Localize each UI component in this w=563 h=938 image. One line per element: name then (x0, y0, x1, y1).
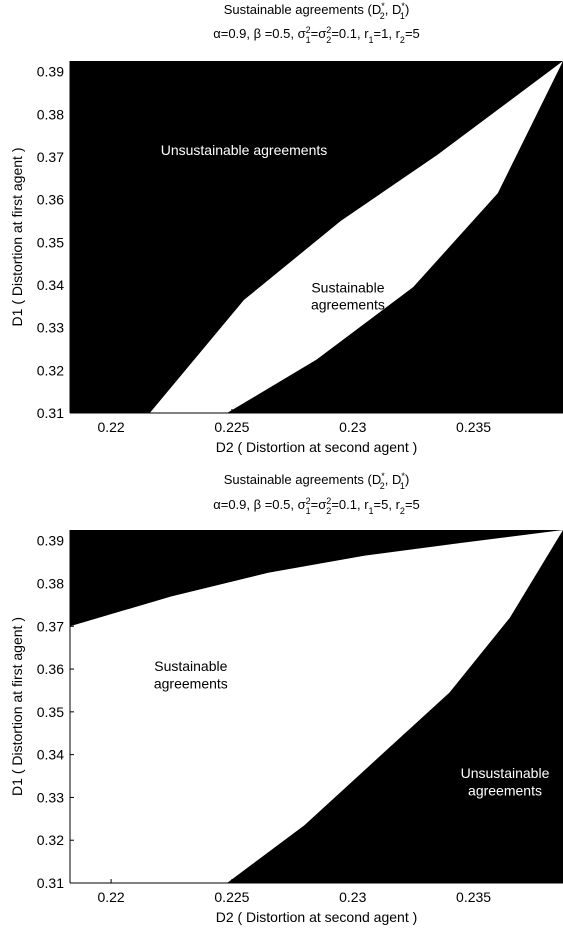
x-tick-label: 0.225 (214, 889, 249, 905)
title-part: ) (405, 472, 409, 487)
title-part: 1 (400, 481, 405, 491)
x-tick-label: 0.225 (214, 419, 249, 435)
region-annotation: agreements (311, 297, 385, 313)
subtitle-part: =5 (405, 497, 420, 512)
subtitle-part: 2 (326, 25, 331, 35)
subtitle-part: =5 (405, 26, 420, 41)
unsustainable-region (70, 61, 563, 413)
subtitle-part: α=0.9, β =0.5, σ (213, 497, 305, 512)
subtitle-part: =σ (311, 26, 327, 41)
subtitle-part: 2 (306, 496, 311, 506)
x-tick-label: 0.23 (339, 419, 366, 435)
chart-panel-1: Sustainable agreements (D* 2, D* 1)α=0.9, … (9, 1, 563, 455)
y-tick-label: 0.31 (37, 405, 64, 421)
title-part: Sustainable agreements (D (224, 472, 382, 487)
region-annotation: agreements (154, 675, 228, 691)
sustainable-region (70, 530, 563, 883)
y-tick-label: 0.33 (37, 320, 64, 336)
title-part: Sustainable agreements (D (224, 2, 382, 17)
subtitle-part: 2 (400, 35, 405, 45)
subtitle-part: 1 (369, 35, 374, 45)
subtitle-part: 1 (306, 35, 311, 45)
y-tick-label: 0.34 (37, 747, 64, 763)
region-annotation: Sustainable (154, 658, 227, 674)
x-axis-label: D2 ( Distortion at second agent ) (216, 439, 418, 455)
y-tick-label: 0.36 (37, 192, 64, 208)
region-annotation: Unsustainable (461, 765, 550, 781)
y-tick-label: 0.33 (37, 789, 64, 805)
subtitle-part: =5, r (374, 497, 401, 512)
chart-subtitle: α=0.9, β =0.5, σ2 1=σ2 2=0.1, r1=1, r2=5 (213, 25, 420, 45)
chart-subtitle: α=0.9, β =0.5, σ2 1=σ2 2=0.1, r1=5, r2=5 (213, 496, 420, 516)
x-tick-label: 0.22 (97, 419, 124, 435)
subtitle-part: =1, r (374, 26, 401, 41)
y-axis-label: D1 ( Distortion at first agent ) (9, 617, 25, 796)
region-annotation: agreements (468, 782, 542, 798)
chart-panel-2: Sustainable agreements (D* 2, D* 1)α=0.9, … (9, 471, 563, 925)
x-tick-label: 0.235 (456, 889, 491, 905)
subtitle-part: 2 (306, 25, 311, 35)
y-tick-label: 0.39 (37, 64, 64, 80)
subtitle-part: α=0.9, β =0.5, σ (213, 26, 305, 41)
subtitle-part: 1 (369, 506, 374, 516)
subtitle-part: 1 (306, 506, 311, 516)
subtitle-part: 2 (326, 496, 331, 506)
title-part: * (381, 471, 385, 481)
title-part: ) (405, 2, 409, 17)
y-tick-label: 0.38 (37, 575, 64, 591)
y-tick-label: 0.34 (37, 277, 64, 293)
region-annotation: Unsustainable agreements (161, 142, 328, 158)
subtitle-part: 2 (326, 35, 331, 45)
x-tick-label: 0.235 (456, 419, 491, 435)
subtitle-part: 2 (400, 506, 405, 516)
title-part: , D (385, 472, 402, 487)
x-tick-label: 0.22 (97, 889, 124, 905)
y-tick-label: 0.35 (37, 704, 64, 720)
sustainable-region (149, 61, 563, 413)
x-axis-label: D2 ( Distortion at second agent ) (216, 909, 418, 925)
y-tick-label: 0.37 (37, 618, 64, 634)
chart-title: Sustainable agreements (D* 2, D* 1) (224, 1, 410, 21)
title-part: * (401, 471, 405, 481)
title-part: 2 (380, 481, 385, 491)
title-part: 2 (380, 11, 385, 21)
y-tick-label: 0.35 (37, 234, 64, 250)
subtitle-part: =σ (311, 497, 327, 512)
region-annotation: Sustainable (311, 280, 384, 296)
x-tick-label: 0.23 (339, 889, 366, 905)
y-axis-label: D1 ( Distortion at first agent ) (9, 148, 25, 327)
y-tick-label: 0.32 (37, 362, 64, 378)
chart-title: Sustainable agreements (D* 2, D* 1) (224, 471, 410, 491)
y-tick-label: 0.32 (37, 832, 64, 848)
title-part: 1 (400, 11, 405, 21)
subtitle-part: =0.1, r (331, 26, 369, 41)
y-tick-label: 0.36 (37, 661, 64, 677)
subtitle-part: 2 (326, 506, 331, 516)
title-part: , D (385, 2, 402, 17)
y-tick-label: 0.38 (37, 106, 64, 122)
y-tick-label: 0.39 (37, 533, 64, 549)
title-part: * (401, 1, 405, 11)
y-tick-label: 0.31 (37, 875, 64, 891)
y-tick-label: 0.37 (37, 149, 64, 165)
subtitle-part: =0.1, r (331, 497, 369, 512)
title-part: * (381, 1, 385, 11)
